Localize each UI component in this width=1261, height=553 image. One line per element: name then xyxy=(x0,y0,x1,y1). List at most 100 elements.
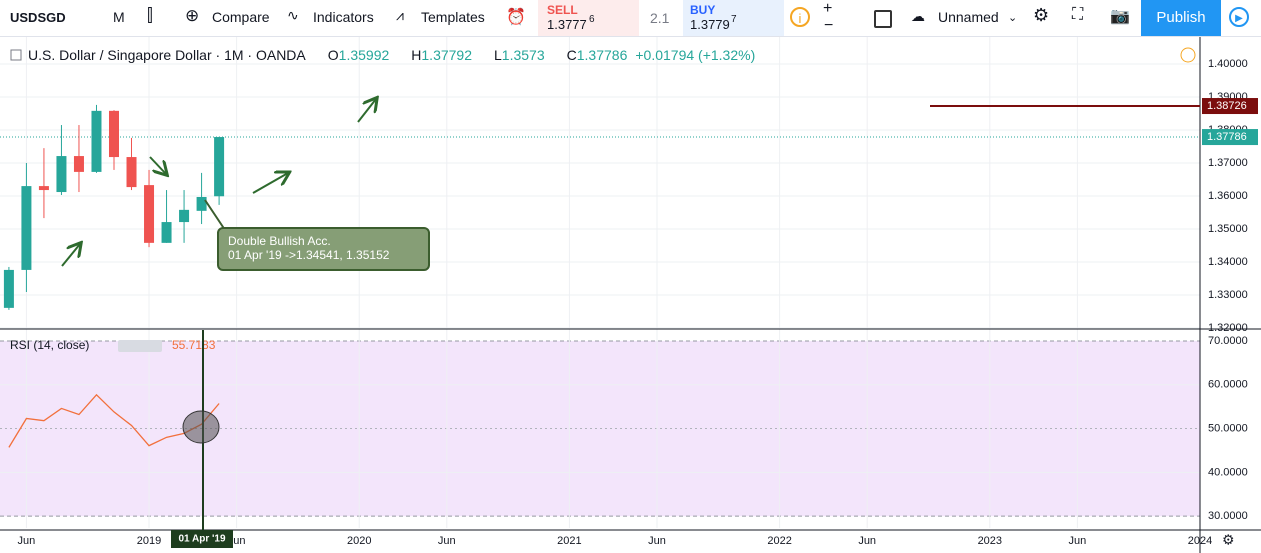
callout-pointer xyxy=(204,199,226,231)
templates-icon[interactable]: ⩘ xyxy=(396,7,404,23)
x-tick-label: Jun xyxy=(438,535,456,547)
alert-icon xyxy=(1180,47,1196,63)
price-label: 1.37786 xyxy=(1207,131,1247,143)
alert-icon[interactable]: ⏰ xyxy=(506,9,526,26)
legend-icons xyxy=(118,340,162,352)
legend-key: O xyxy=(328,47,339,63)
x-tick-label: 2023 xyxy=(978,535,1002,547)
legend-value: 1.37792 xyxy=(421,47,472,63)
x-tick-label: 2020 xyxy=(347,535,371,547)
legend-value: 1.35992 xyxy=(339,47,390,63)
interval[interactable]: M xyxy=(113,9,125,25)
y-tick-label: 1.36000 xyxy=(1208,190,1248,202)
arrow xyxy=(357,99,376,123)
candle-body xyxy=(144,185,155,243)
buy-label: BUY xyxy=(690,3,716,17)
publish-label: Publish xyxy=(1156,9,1206,26)
collapse-icon xyxy=(10,49,22,61)
x-tick-label: Jun xyxy=(858,535,876,547)
candle-body xyxy=(91,110,102,172)
legend-key: H xyxy=(411,47,421,63)
layout-icon[interactable] xyxy=(874,10,892,28)
layout-name[interactable]: Unnamed xyxy=(938,9,999,25)
cloud-icon[interactable]: ☁ xyxy=(911,8,925,24)
callout-box xyxy=(217,227,430,271)
candle-body xyxy=(3,269,14,308)
compare[interactable]: Compare xyxy=(212,9,270,25)
crosshair-label-bg xyxy=(171,530,233,548)
candle-body xyxy=(196,196,207,211)
legend-value: 1.37786 xyxy=(577,47,628,63)
x-tick-label: Jun xyxy=(18,535,36,547)
indicators-icon[interactable]: ∿ xyxy=(287,7,299,23)
info-icon[interactable]: i xyxy=(790,7,810,27)
fullscreen-icon[interactable]: ⛶ xyxy=(1072,6,1084,23)
price-label: 1.38726 xyxy=(1207,100,1247,112)
layout-caret[interactable]: ⌄ xyxy=(1008,12,1018,24)
y-tick-label: 1.34000 xyxy=(1208,256,1248,268)
candle-body xyxy=(108,110,119,158)
price-label-bg xyxy=(1202,98,1258,115)
price-label-bg xyxy=(1202,129,1258,146)
legend-value: U.S. Dollar / Singapore Dollar · 1M · OA… xyxy=(28,47,306,63)
candle-body xyxy=(21,186,32,270)
y-tick-label: 1.37000 xyxy=(1208,157,1248,169)
buy-pip: 7 xyxy=(731,14,737,25)
symbol[interactable]: USDSGD xyxy=(10,10,66,25)
y-tick-label: 60.0000 xyxy=(1208,379,1248,391)
rsi-value: 55.7183 xyxy=(172,338,216,352)
candle-body xyxy=(38,186,49,191)
y-tick-label: 1.33000 xyxy=(1208,289,1248,301)
candle-body xyxy=(179,209,190,223)
y-tick-label: 50.0000 xyxy=(1208,422,1248,434)
highlight xyxy=(182,410,220,444)
buy-button[interactable]: BUY 1.3779 7 xyxy=(683,0,784,36)
sidebar-toggle[interactable]: ▶ xyxy=(1229,7,1249,27)
callout-text: 01 Apr '19 ->1.34541, 1.35152 xyxy=(228,248,390,262)
candle-body xyxy=(214,137,225,197)
zoom-in[interactable]: + xyxy=(823,0,833,17)
crosshair-label: 01 Apr '19 xyxy=(178,534,225,545)
x-tick-label: Jun xyxy=(1069,535,1087,547)
settings-icon[interactable]: ⚙ xyxy=(1033,5,1050,25)
buy-price: 1.3779 xyxy=(690,17,730,32)
y-tick-label: 40.0000 xyxy=(1208,466,1248,478)
arrow xyxy=(149,156,166,174)
zoom-out[interactable]: − xyxy=(824,17,834,34)
candle-body xyxy=(161,222,172,243)
arrow xyxy=(61,244,80,267)
candle-body xyxy=(73,156,84,172)
sell-pip: 6 xyxy=(589,14,595,25)
y-tick-label: 1.32000 xyxy=(1208,322,1248,334)
arrow xyxy=(252,173,288,194)
snapshot-icon[interactable]: 📷 xyxy=(1110,8,1130,25)
y-tick-label: 30.0000 xyxy=(1208,510,1248,522)
chart-type-icon[interactable]: ⫿ xyxy=(147,5,153,25)
x-tick-label: 2021 xyxy=(557,535,581,547)
legend-change: +0.01794 (+1.32%) xyxy=(635,47,755,63)
candle-body xyxy=(126,157,137,188)
legend-key: L xyxy=(494,47,502,63)
gear-icon: ⚙ xyxy=(1222,532,1235,548)
legend-key: C xyxy=(567,47,577,63)
x-tick-label: Jun xyxy=(648,535,666,547)
x-tick-label: 2019 xyxy=(137,535,161,547)
publish-button[interactable]: Publish xyxy=(1141,0,1221,36)
rsi-title: RSI (14, close) xyxy=(10,338,89,352)
toolbar: USDSGD M ⫿ ⊕ Compare ∿ Indicators ⩘ Temp… xyxy=(0,0,1261,37)
indicators[interactable]: Indicators xyxy=(313,9,374,25)
sell-price: 1.3777 xyxy=(547,17,587,32)
sell-button[interactable]: SELL 1.3777 6 xyxy=(538,0,639,36)
x-tick-label: 2022 xyxy=(767,535,791,547)
y-tick-label: 1.40000 xyxy=(1208,58,1248,70)
legend-value: 1.3573 xyxy=(502,47,545,63)
spread: 2.1 xyxy=(650,10,670,26)
y-tick-label: 1.35000 xyxy=(1208,223,1248,235)
templates[interactable]: Templates xyxy=(421,9,485,25)
candle-body xyxy=(56,156,67,193)
compare-icon[interactable]: ⊕ xyxy=(185,6,200,25)
callout-text: Double Bullish Acc. xyxy=(228,234,331,248)
sell-label: SELL xyxy=(547,3,578,17)
